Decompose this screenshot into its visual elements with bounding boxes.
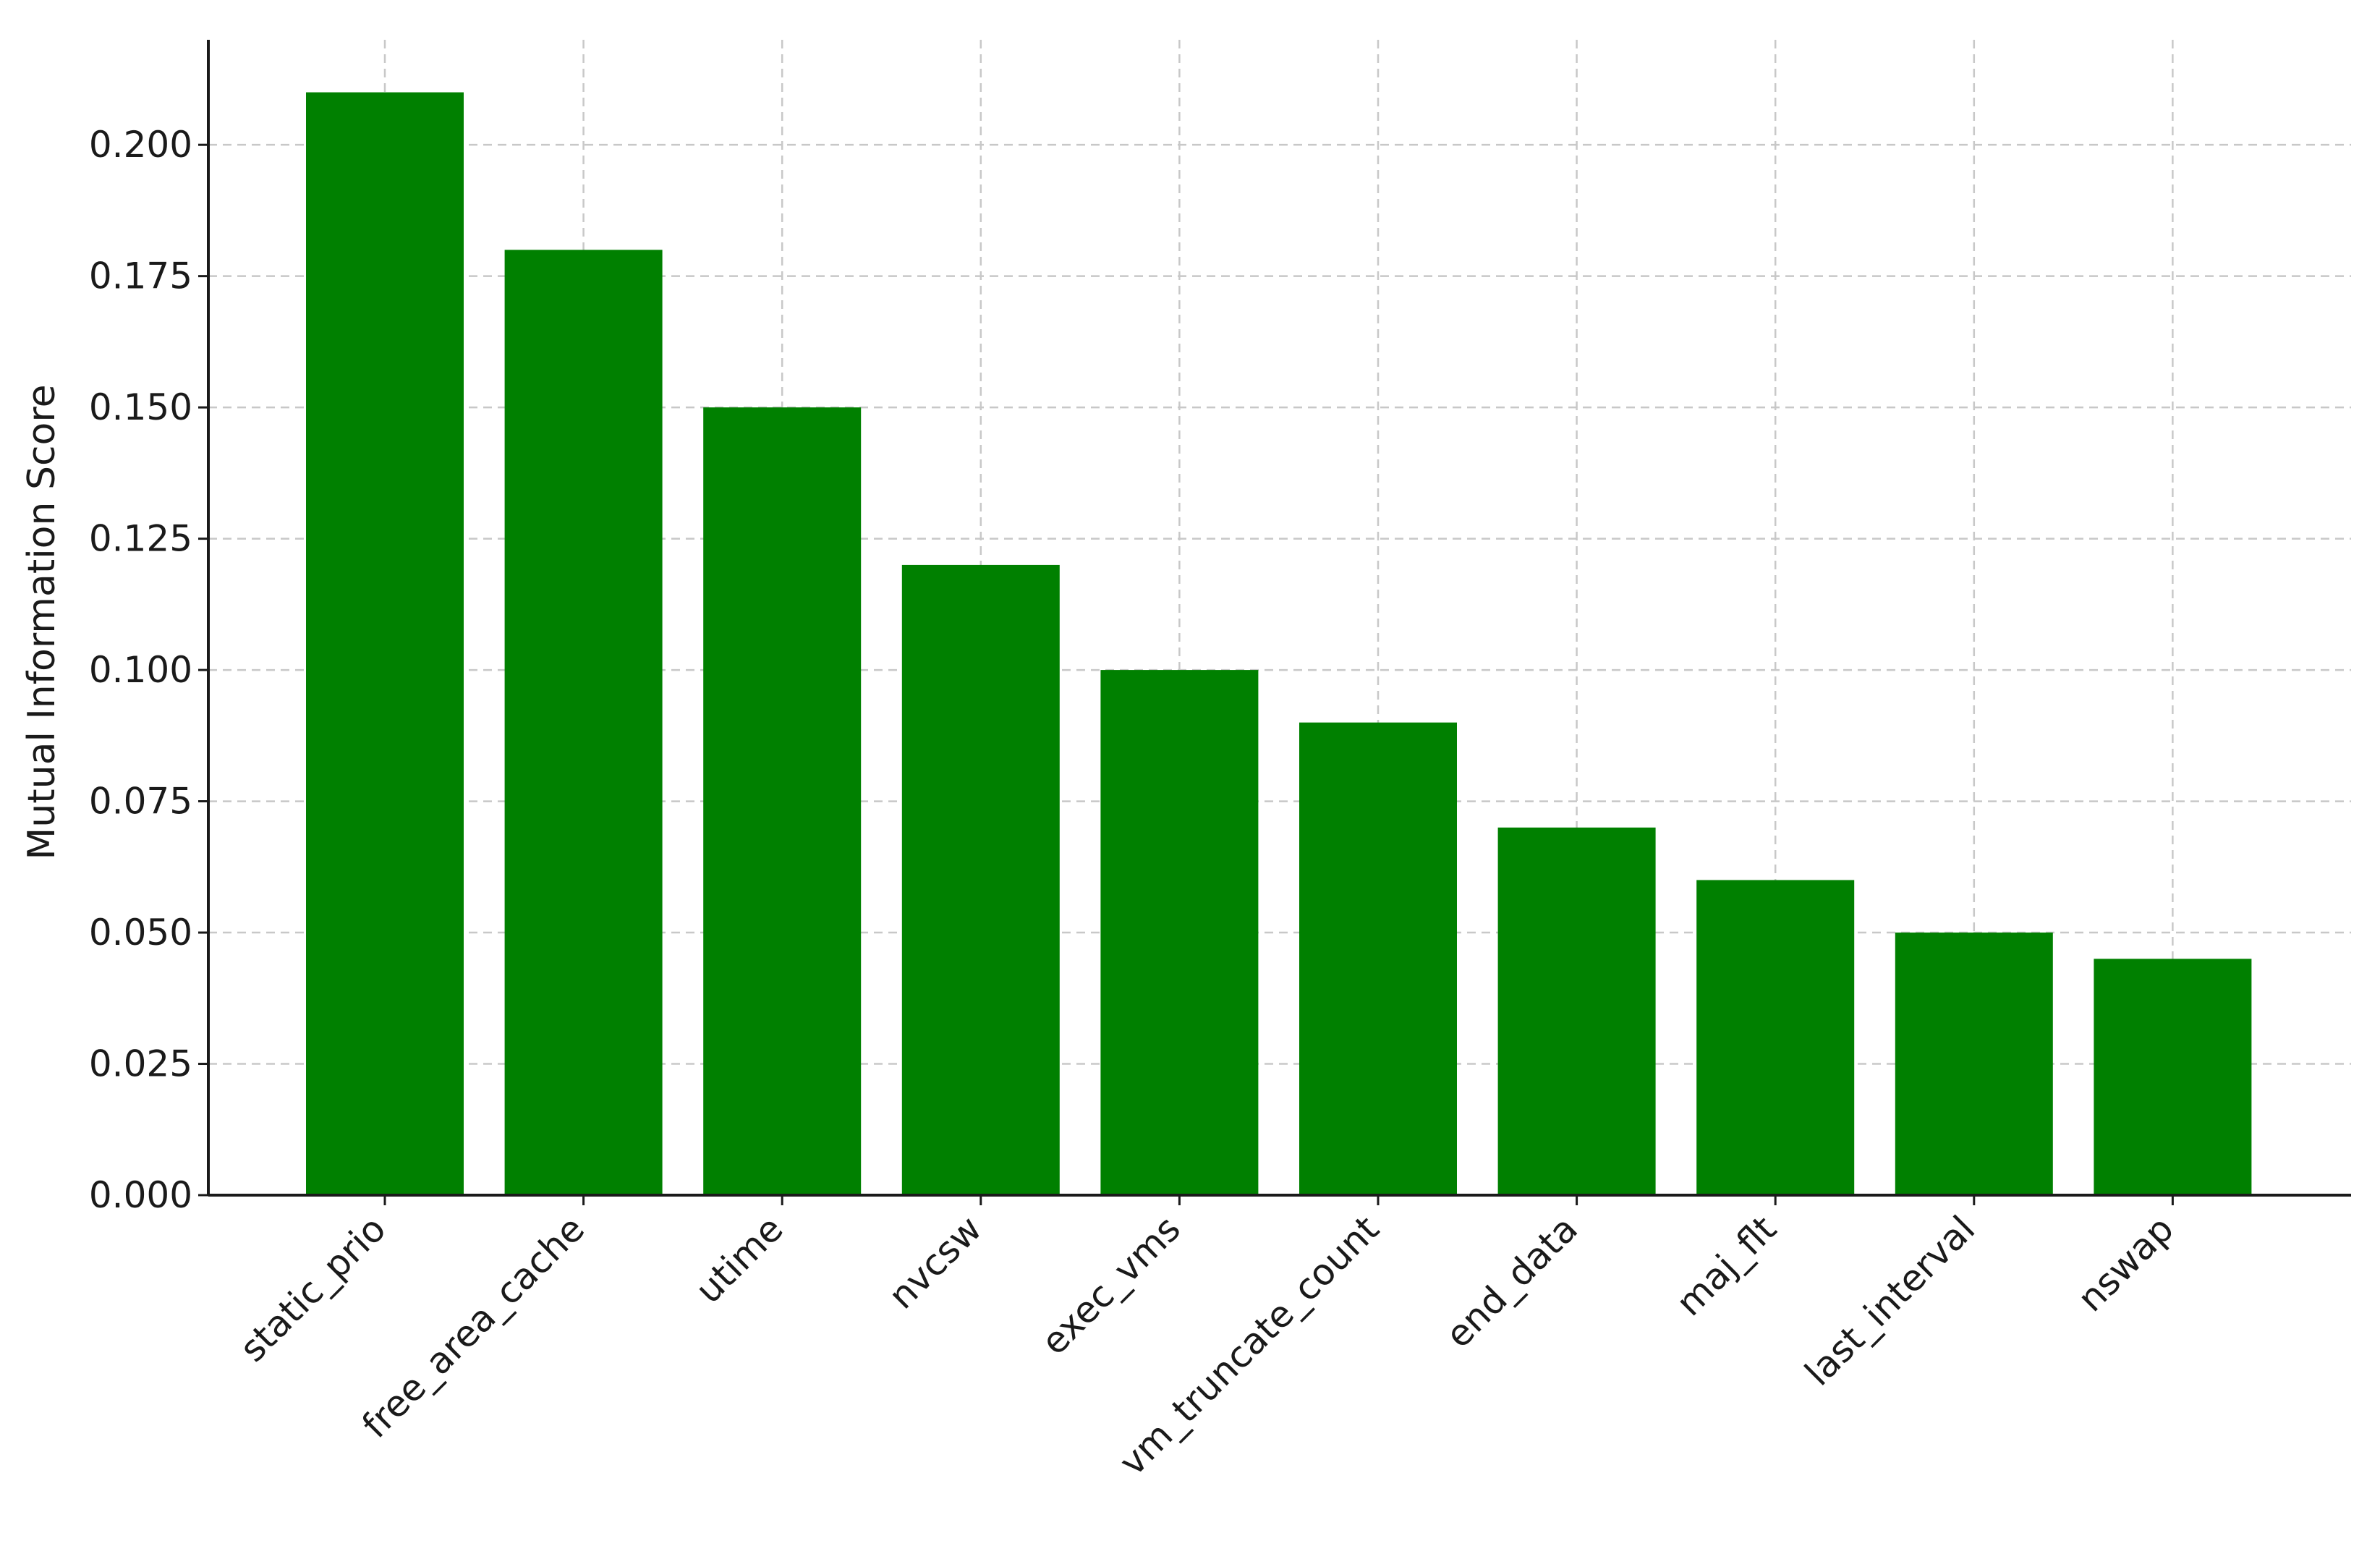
x-tick-label: free_area_cache	[354, 1207, 592, 1446]
y-tick-label: 0.075	[89, 781, 192, 823]
y-tick-label: 0.175	[89, 255, 192, 297]
y-tick-label: 0.125	[89, 518, 192, 560]
bar	[1100, 670, 1259, 1195]
bar	[2094, 959, 2252, 1195]
bar	[1895, 933, 2053, 1195]
y-tick-labels: 0.000 0.025 0.050 0.075 0.100 0.125 0.150 0.175…	[89, 124, 208, 1216]
bar	[504, 250, 663, 1195]
y-tick-label: 0.025	[89, 1043, 192, 1085]
bar	[703, 407, 862, 1195]
bar	[306, 92, 464, 1195]
y-tick-label: 0.200	[89, 124, 192, 166]
y-axis-label: Mutual Information Score	[20, 384, 64, 859]
x-tick-label: last_interval	[1797, 1207, 1983, 1393]
x-tick-label: exec_vms	[1033, 1207, 1189, 1363]
axes	[207, 40, 2351, 1197]
bar	[1696, 880, 1855, 1195]
y-tick-label: 0.100	[89, 649, 192, 691]
bar	[1299, 722, 1457, 1195]
y-tick-label: 0.150	[89, 386, 192, 428]
x-tick-label: nvcsw	[880, 1207, 990, 1317]
x-tick-label: maj_flt	[1668, 1207, 1785, 1324]
x-tick-label: nswap	[2070, 1207, 2182, 1320]
y-tick-label: 0.000	[89, 1174, 192, 1216]
y-tick-label: 0.050	[89, 912, 192, 954]
x-tick-label: utime	[687, 1207, 791, 1311]
x-tick-label: end_data	[1437, 1207, 1586, 1356]
bar	[1497, 827, 1656, 1195]
x-tick-label: static_prio	[231, 1207, 394, 1369]
bars	[306, 92, 2252, 1195]
bar	[901, 564, 1060, 1195]
